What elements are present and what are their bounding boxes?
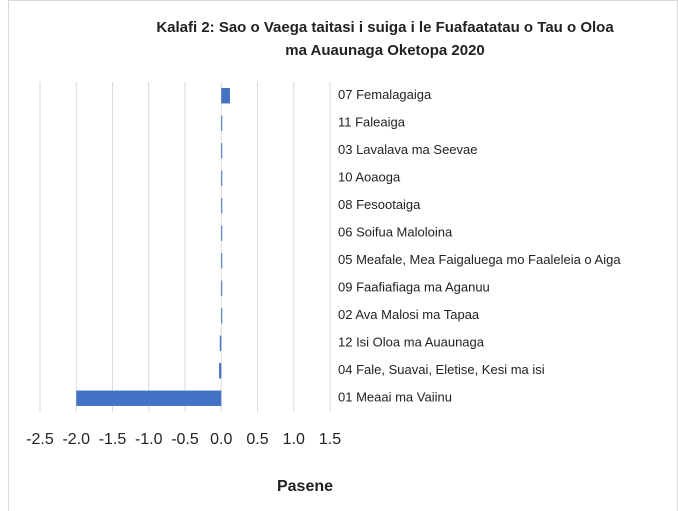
bar <box>219 335 222 351</box>
x-tick-label: -1.0 <box>135 431 163 448</box>
y-tick-label: 08 Fesootaiga <box>338 197 421 212</box>
y-tick-label: 07 Femalagaiga <box>338 87 432 102</box>
y-tick-label: 12 Isi Oloa ma Auaunaga <box>338 335 485 350</box>
x-tick-label: 0.0 <box>210 431 232 448</box>
bar <box>219 363 222 379</box>
x-axis-title: Pasene <box>277 478 333 495</box>
bar <box>221 253 223 269</box>
bar <box>221 225 223 241</box>
y-tick-label: 10 Aoaoga <box>338 170 401 185</box>
x-tick-label: -2.5 <box>26 431 54 448</box>
bar <box>221 88 230 104</box>
y-tick-label: 05 Meafale, Mea Faigaluega mo Faaleleia … <box>338 252 621 267</box>
bar <box>221 170 223 186</box>
y-tick-label: 02 Ava Malosi ma Tapaa <box>338 307 480 322</box>
x-tick-label: -0.5 <box>171 431 199 448</box>
y-tick-label: 11 Faleaiga <box>338 115 406 130</box>
x-tick-label: 0.5 <box>246 431 268 448</box>
x-tick-label: 1.5 <box>319 431 341 448</box>
bar <box>221 143 223 159</box>
x-tick-label: -1.5 <box>99 431 127 448</box>
y-tick-label: 03 Lavalava ma Seevae <box>338 142 477 157</box>
y-tick-label: 09 Faafiafiaga ma Aganuu <box>338 280 490 295</box>
bar <box>221 308 223 324</box>
x-tick-label: -2.0 <box>62 431 90 448</box>
x-tick-label: 1.0 <box>283 431 305 448</box>
chart-title: Kalafi 2: Sao o Vaega taitasi i suiga i … <box>156 19 614 36</box>
bar <box>221 280 223 296</box>
y-tick-label: 06 Soifua Maloloina <box>338 225 453 240</box>
chart-title: ma Auaunaga Oketopa 2020 <box>285 42 485 59</box>
bar <box>221 198 223 214</box>
y-tick-label: 01 Meaai ma Vaiinu <box>338 390 452 405</box>
y-tick-label: 04 Fale, Suavai, Eletise, Kesi ma isi <box>338 362 545 377</box>
bar <box>221 115 223 131</box>
bar <box>76 390 222 406</box>
